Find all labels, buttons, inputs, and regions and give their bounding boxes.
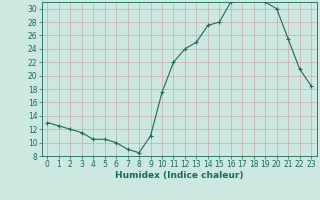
X-axis label: Humidex (Indice chaleur): Humidex (Indice chaleur) — [115, 171, 244, 180]
